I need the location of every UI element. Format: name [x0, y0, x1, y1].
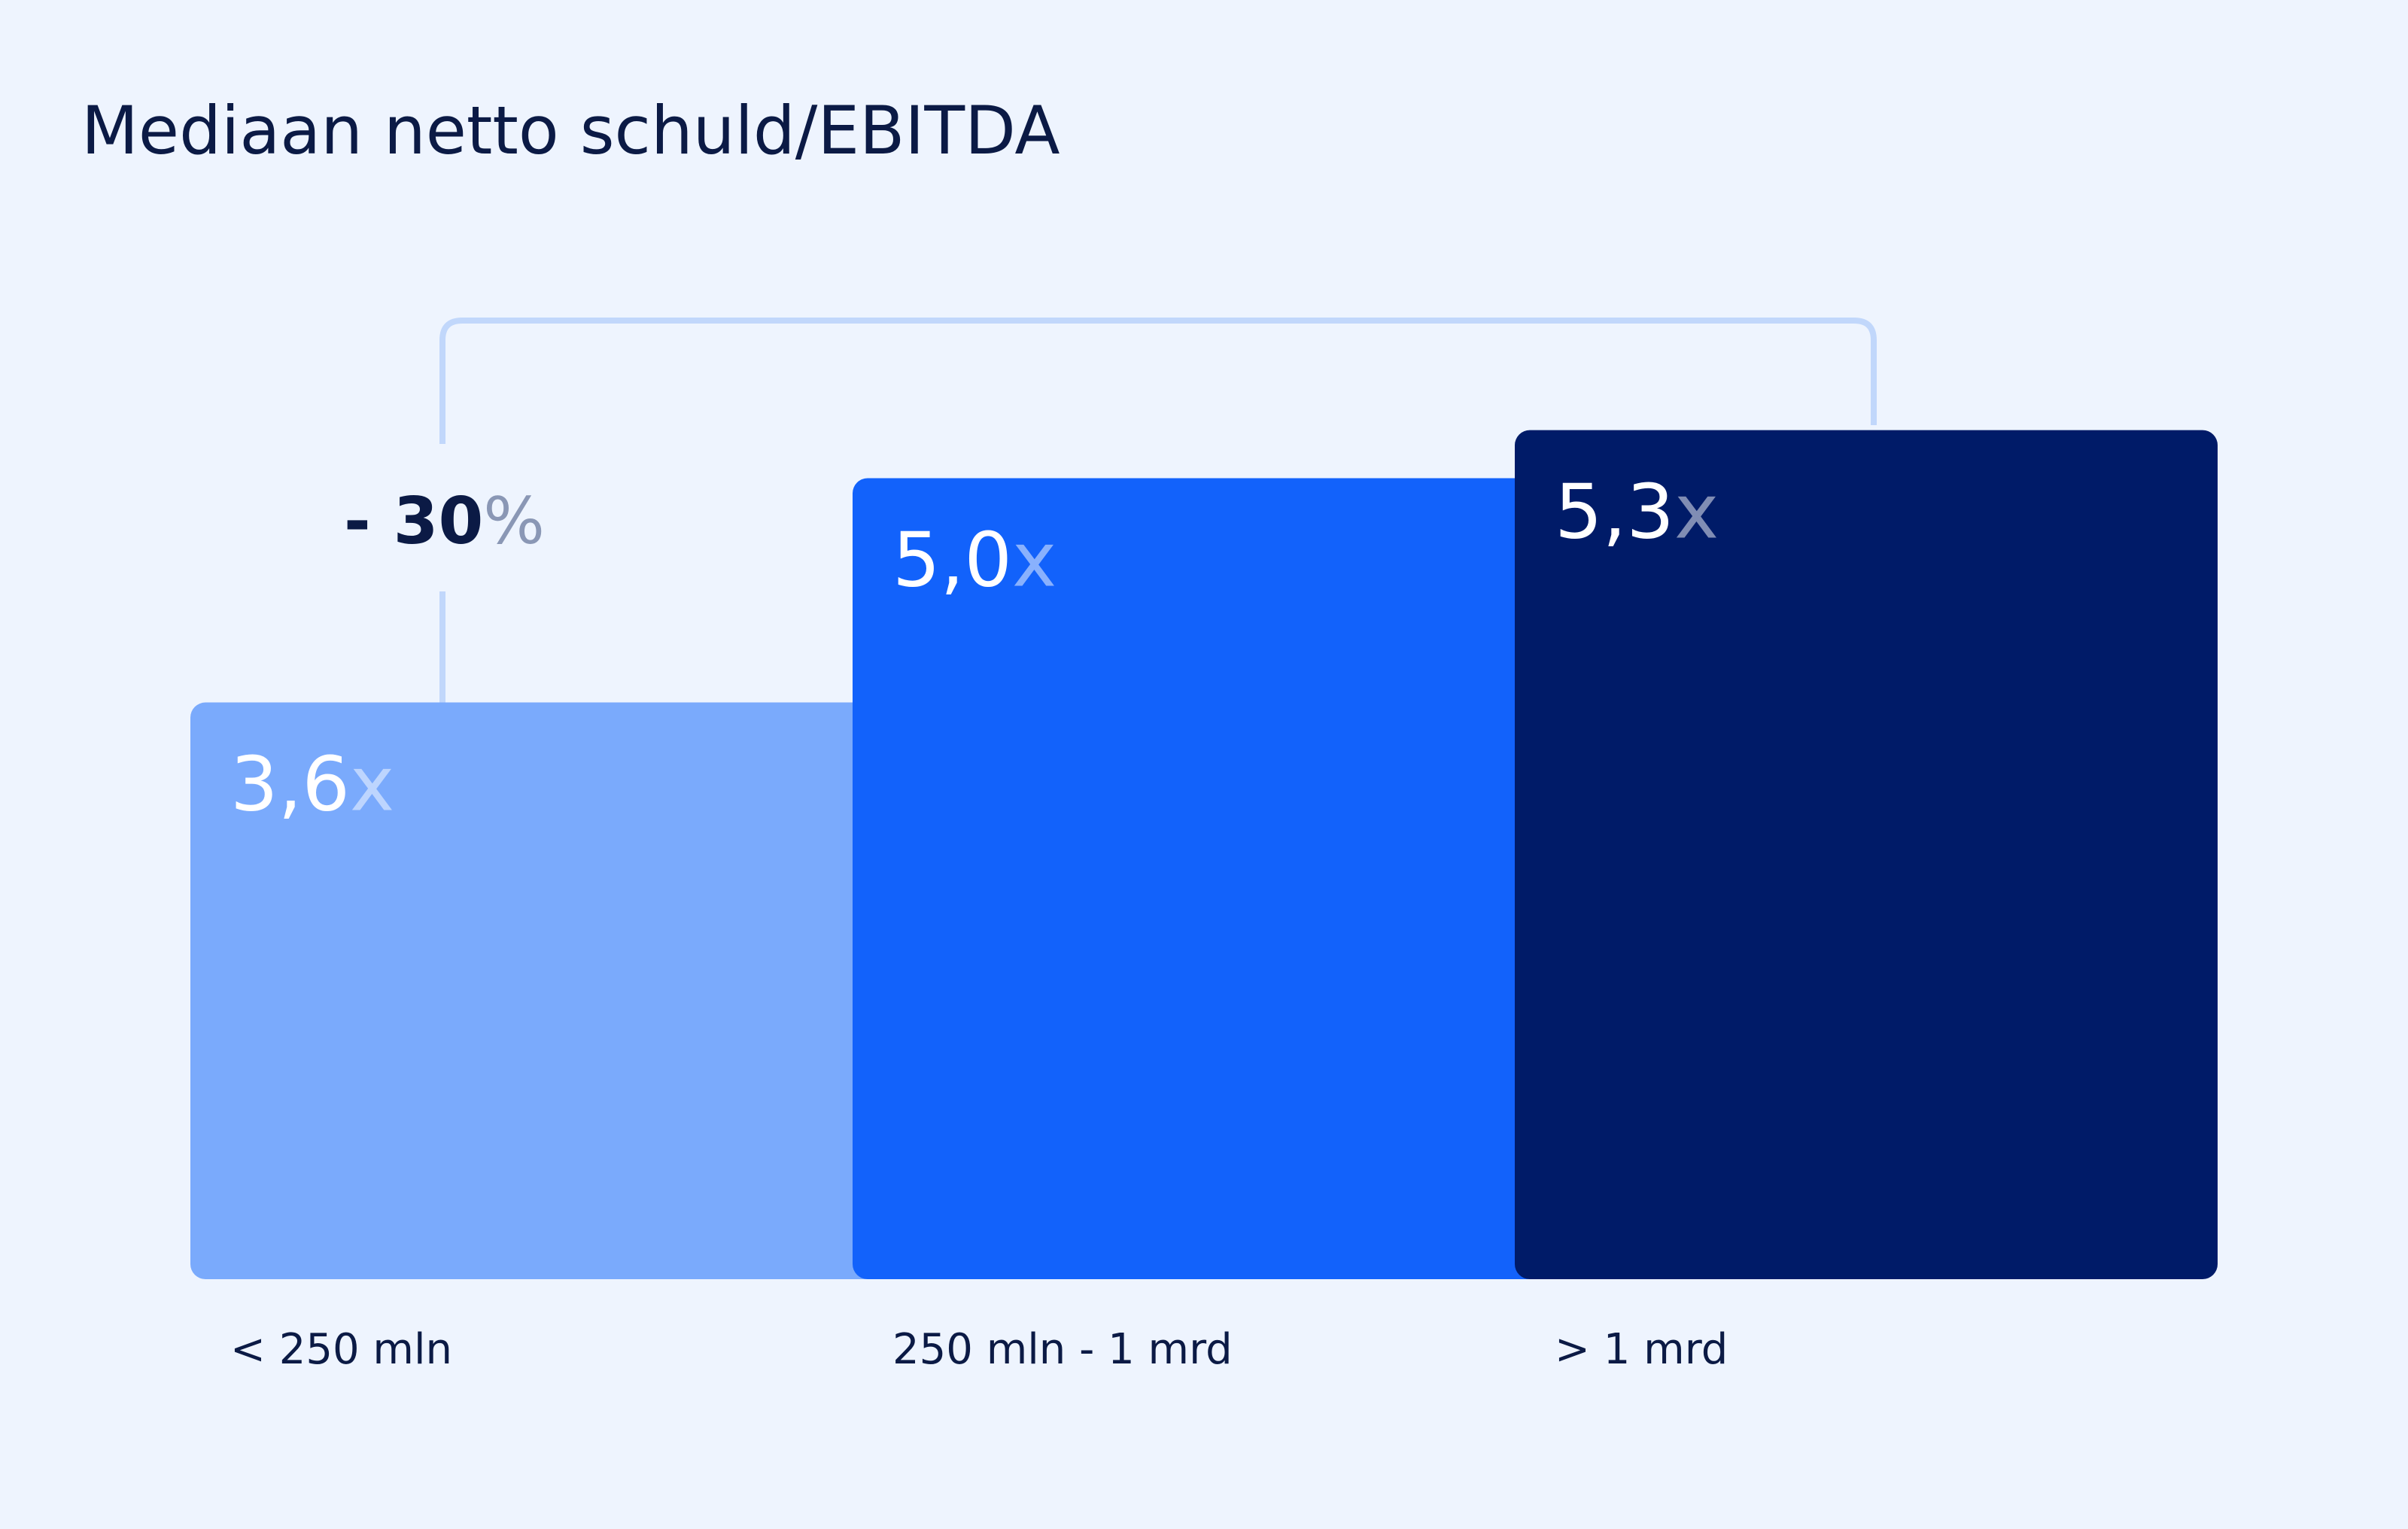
value-unit: x [350, 740, 394, 828]
value-label: 5,3x [1555, 468, 1719, 556]
value-number: 5,0 [892, 516, 1012, 604]
value-label: 5,0x [892, 516, 1057, 604]
value-number: 3,6 [230, 740, 350, 828]
value-number: 5,3 [1555, 468, 1674, 556]
chart-title: Mediaan netto schuld/EBITDA [81, 92, 1060, 169]
annotation-unit: % [483, 484, 545, 559]
value-unit: x [1012, 516, 1057, 604]
bar [190, 702, 893, 1279]
x-tick-label: 250 mln - 1 mrd [892, 1325, 1233, 1374]
value-unit: x [1674, 468, 1719, 556]
bar [853, 478, 1555, 1279]
bar [1515, 430, 2218, 1279]
annotation: - 30% [344, 484, 545, 559]
bracket [439, 318, 1877, 444]
x-tick-label: > 1 mrd [1555, 1325, 1728, 1374]
annotation-label: - 30 [344, 484, 483, 559]
x-tick-label: < 250 mln [230, 1325, 452, 1374]
value-label: 3,6x [230, 740, 394, 828]
